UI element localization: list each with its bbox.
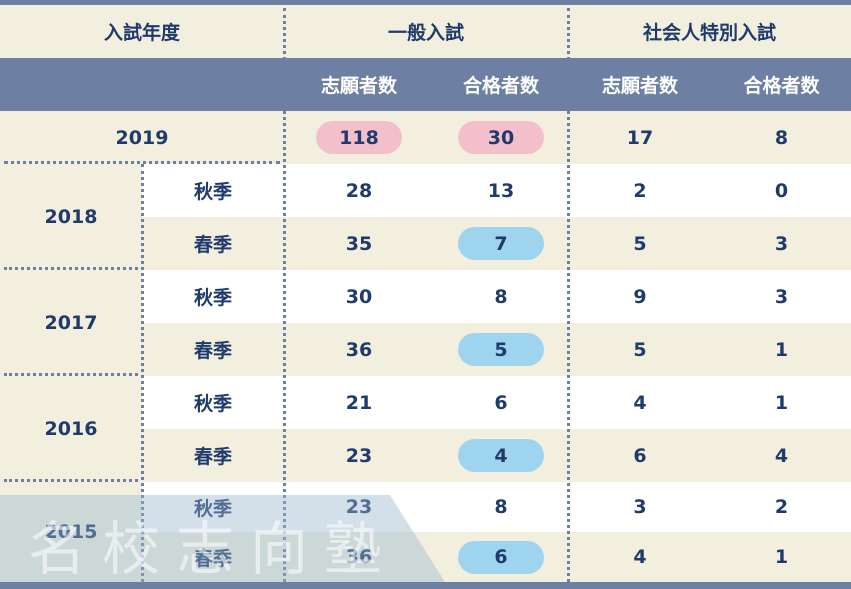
table-row-2019-gen-passed: 30 — [434, 111, 568, 164]
header-sp-passed: 合格者数 — [712, 58, 851, 111]
table-cell: 35 — [284, 217, 434, 270]
table-cell: 0 — [712, 164, 851, 217]
table-cell: 1 — [712, 532, 851, 582]
divider — [4, 373, 138, 376]
table-row-2019-sp-passed: 8 — [712, 111, 851, 164]
season-label: 春季 — [142, 323, 284, 376]
year-2018: 2018 — [0, 164, 142, 270]
year-2016: 2016 — [0, 376, 142, 482]
season-label: 春季 — [142, 217, 284, 270]
table-cell: 4 — [434, 429, 568, 482]
table-cell: 8 — [434, 270, 568, 323]
table-cell: 21 — [284, 376, 434, 429]
table-cell: 3 — [568, 482, 712, 532]
bottom-border — [0, 582, 851, 589]
table-cell: 5 — [568, 323, 712, 376]
header-gen-passed: 合格者数 — [434, 58, 568, 111]
table-row-2019-sp-applicants: 17 — [568, 111, 712, 164]
season-label: 秋季 — [142, 270, 284, 323]
table-cell: 4 — [568, 376, 712, 429]
highlight-pill: 6 — [458, 540, 544, 574]
divider — [141, 164, 144, 582]
table-cell: 6 — [434, 532, 568, 582]
season-label: 春季 — [142, 532, 284, 582]
header-general-exam: 一般入試 — [284, 5, 568, 58]
table-cell: 3 — [712, 217, 851, 270]
season-label: 秋季 — [142, 376, 284, 429]
table-cell: 13 — [434, 164, 568, 217]
table-cell: 5 — [434, 323, 568, 376]
year-2017: 2017 — [0, 270, 142, 376]
year-2019: 2019 — [0, 111, 284, 164]
header-sp-applicants: 志願者数 — [568, 58, 712, 111]
table-cell: 8 — [434, 482, 568, 532]
season-label: 秋季 — [142, 164, 284, 217]
divider — [4, 267, 138, 270]
header-year: 入試年度 — [0, 5, 284, 58]
table-cell: 2 — [568, 164, 712, 217]
table-cell: 36 — [284, 532, 434, 582]
table-cell: 6 — [434, 376, 568, 429]
header-gen-applicants: 志願者数 — [284, 58, 434, 111]
season-label: 秋季 — [142, 482, 284, 532]
table-cell: 36 — [284, 323, 434, 376]
table-cell: 23 — [284, 482, 434, 532]
table-cell: 28 — [284, 164, 434, 217]
highlight-pill: 118 — [316, 121, 402, 154]
divider — [4, 161, 280, 164]
header-blank — [0, 58, 284, 111]
header-special-exam: 社会人特別入試 — [568, 5, 851, 58]
table-cell: 1 — [712, 323, 851, 376]
table-cell: 23 — [284, 429, 434, 482]
table-cell: 1 — [712, 376, 851, 429]
table-cell: 3 — [712, 270, 851, 323]
highlight-pill: 4 — [458, 439, 544, 472]
divider — [283, 8, 286, 582]
table-cell: 7 — [434, 217, 568, 270]
table-cell: 2 — [712, 482, 851, 532]
table-cell: 4 — [712, 429, 851, 482]
table-cell: 6 — [568, 429, 712, 482]
table-cell: 9 — [568, 270, 712, 323]
season-label: 春季 — [142, 429, 284, 482]
divider — [567, 8, 570, 582]
top-border — [0, 0, 851, 5]
highlight-pill: 30 — [458, 121, 544, 154]
table-row-2019-gen-applicants: 118 — [284, 111, 434, 164]
year-2015: 2015 — [0, 482, 142, 582]
highlight-pill: 5 — [458, 333, 544, 366]
table-cell: 30 — [284, 270, 434, 323]
table-cell: 4 — [568, 532, 712, 582]
divider — [4, 479, 138, 482]
table-cell: 5 — [568, 217, 712, 270]
highlight-pill: 7 — [458, 227, 544, 260]
